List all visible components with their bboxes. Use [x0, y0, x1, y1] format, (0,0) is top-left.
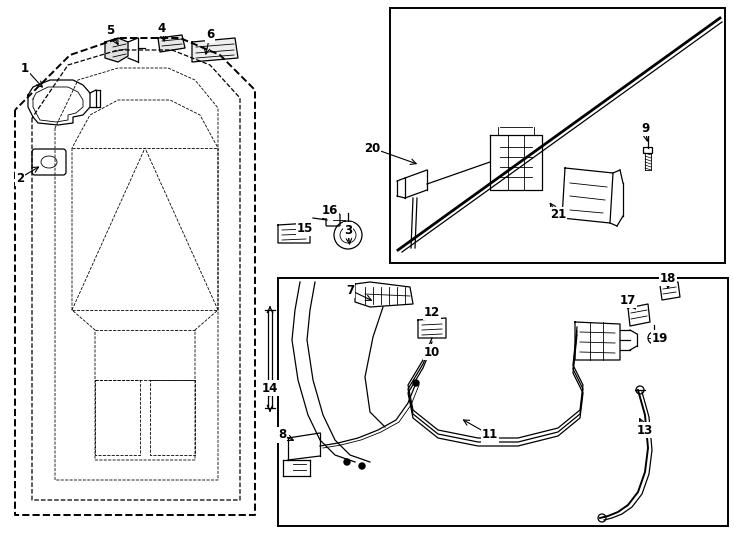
Polygon shape: [105, 38, 128, 62]
Text: 20: 20: [364, 141, 380, 154]
Text: 15: 15: [297, 221, 313, 234]
Text: 9: 9: [641, 122, 649, 134]
Text: 5: 5: [106, 24, 114, 37]
Text: 10: 10: [424, 346, 440, 359]
Text: 16: 16: [321, 204, 338, 217]
Text: 17: 17: [620, 294, 636, 307]
Text: 2: 2: [16, 172, 24, 185]
Text: 19: 19: [652, 332, 668, 345]
Text: 7: 7: [346, 284, 354, 296]
Text: 3: 3: [344, 224, 352, 237]
Text: 6: 6: [206, 29, 214, 42]
Text: 1: 1: [21, 62, 29, 75]
Circle shape: [359, 463, 365, 469]
Polygon shape: [192, 38, 238, 62]
Circle shape: [344, 459, 350, 465]
Text: 21: 21: [550, 208, 566, 221]
FancyBboxPatch shape: [644, 147, 653, 153]
Text: 12: 12: [424, 306, 440, 319]
Bar: [278, 278, 728, 526]
Text: 13: 13: [637, 423, 653, 436]
Text: 8: 8: [278, 429, 286, 442]
Text: 18: 18: [660, 272, 676, 285]
Text: 11: 11: [482, 429, 498, 442]
Circle shape: [413, 380, 419, 386]
Bar: [390, 8, 725, 263]
Text: 14: 14: [262, 381, 278, 395]
Text: 4: 4: [158, 22, 166, 35]
Polygon shape: [158, 35, 185, 52]
